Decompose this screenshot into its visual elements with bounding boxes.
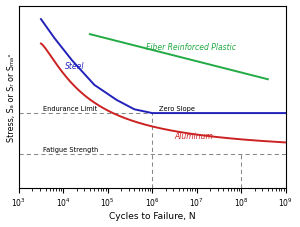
Y-axis label: Stress, Sₐ or Sᵣ or Sₘₐˣ: Stress, Sₐ or Sᵣ or Sₘₐˣ bbox=[7, 54, 16, 142]
X-axis label: Cycles to Failure, N: Cycles to Failure, N bbox=[109, 211, 196, 220]
Text: Fiber Reinforced Plastic: Fiber Reinforced Plastic bbox=[146, 43, 236, 52]
Text: Fatigue Strength: Fatigue Strength bbox=[43, 146, 98, 153]
Text: Aluminum: Aluminum bbox=[174, 132, 213, 141]
Text: Endurance Limit: Endurance Limit bbox=[43, 105, 98, 111]
Text: Zero Slope: Zero Slope bbox=[159, 105, 195, 111]
Text: Steel: Steel bbox=[65, 62, 85, 71]
